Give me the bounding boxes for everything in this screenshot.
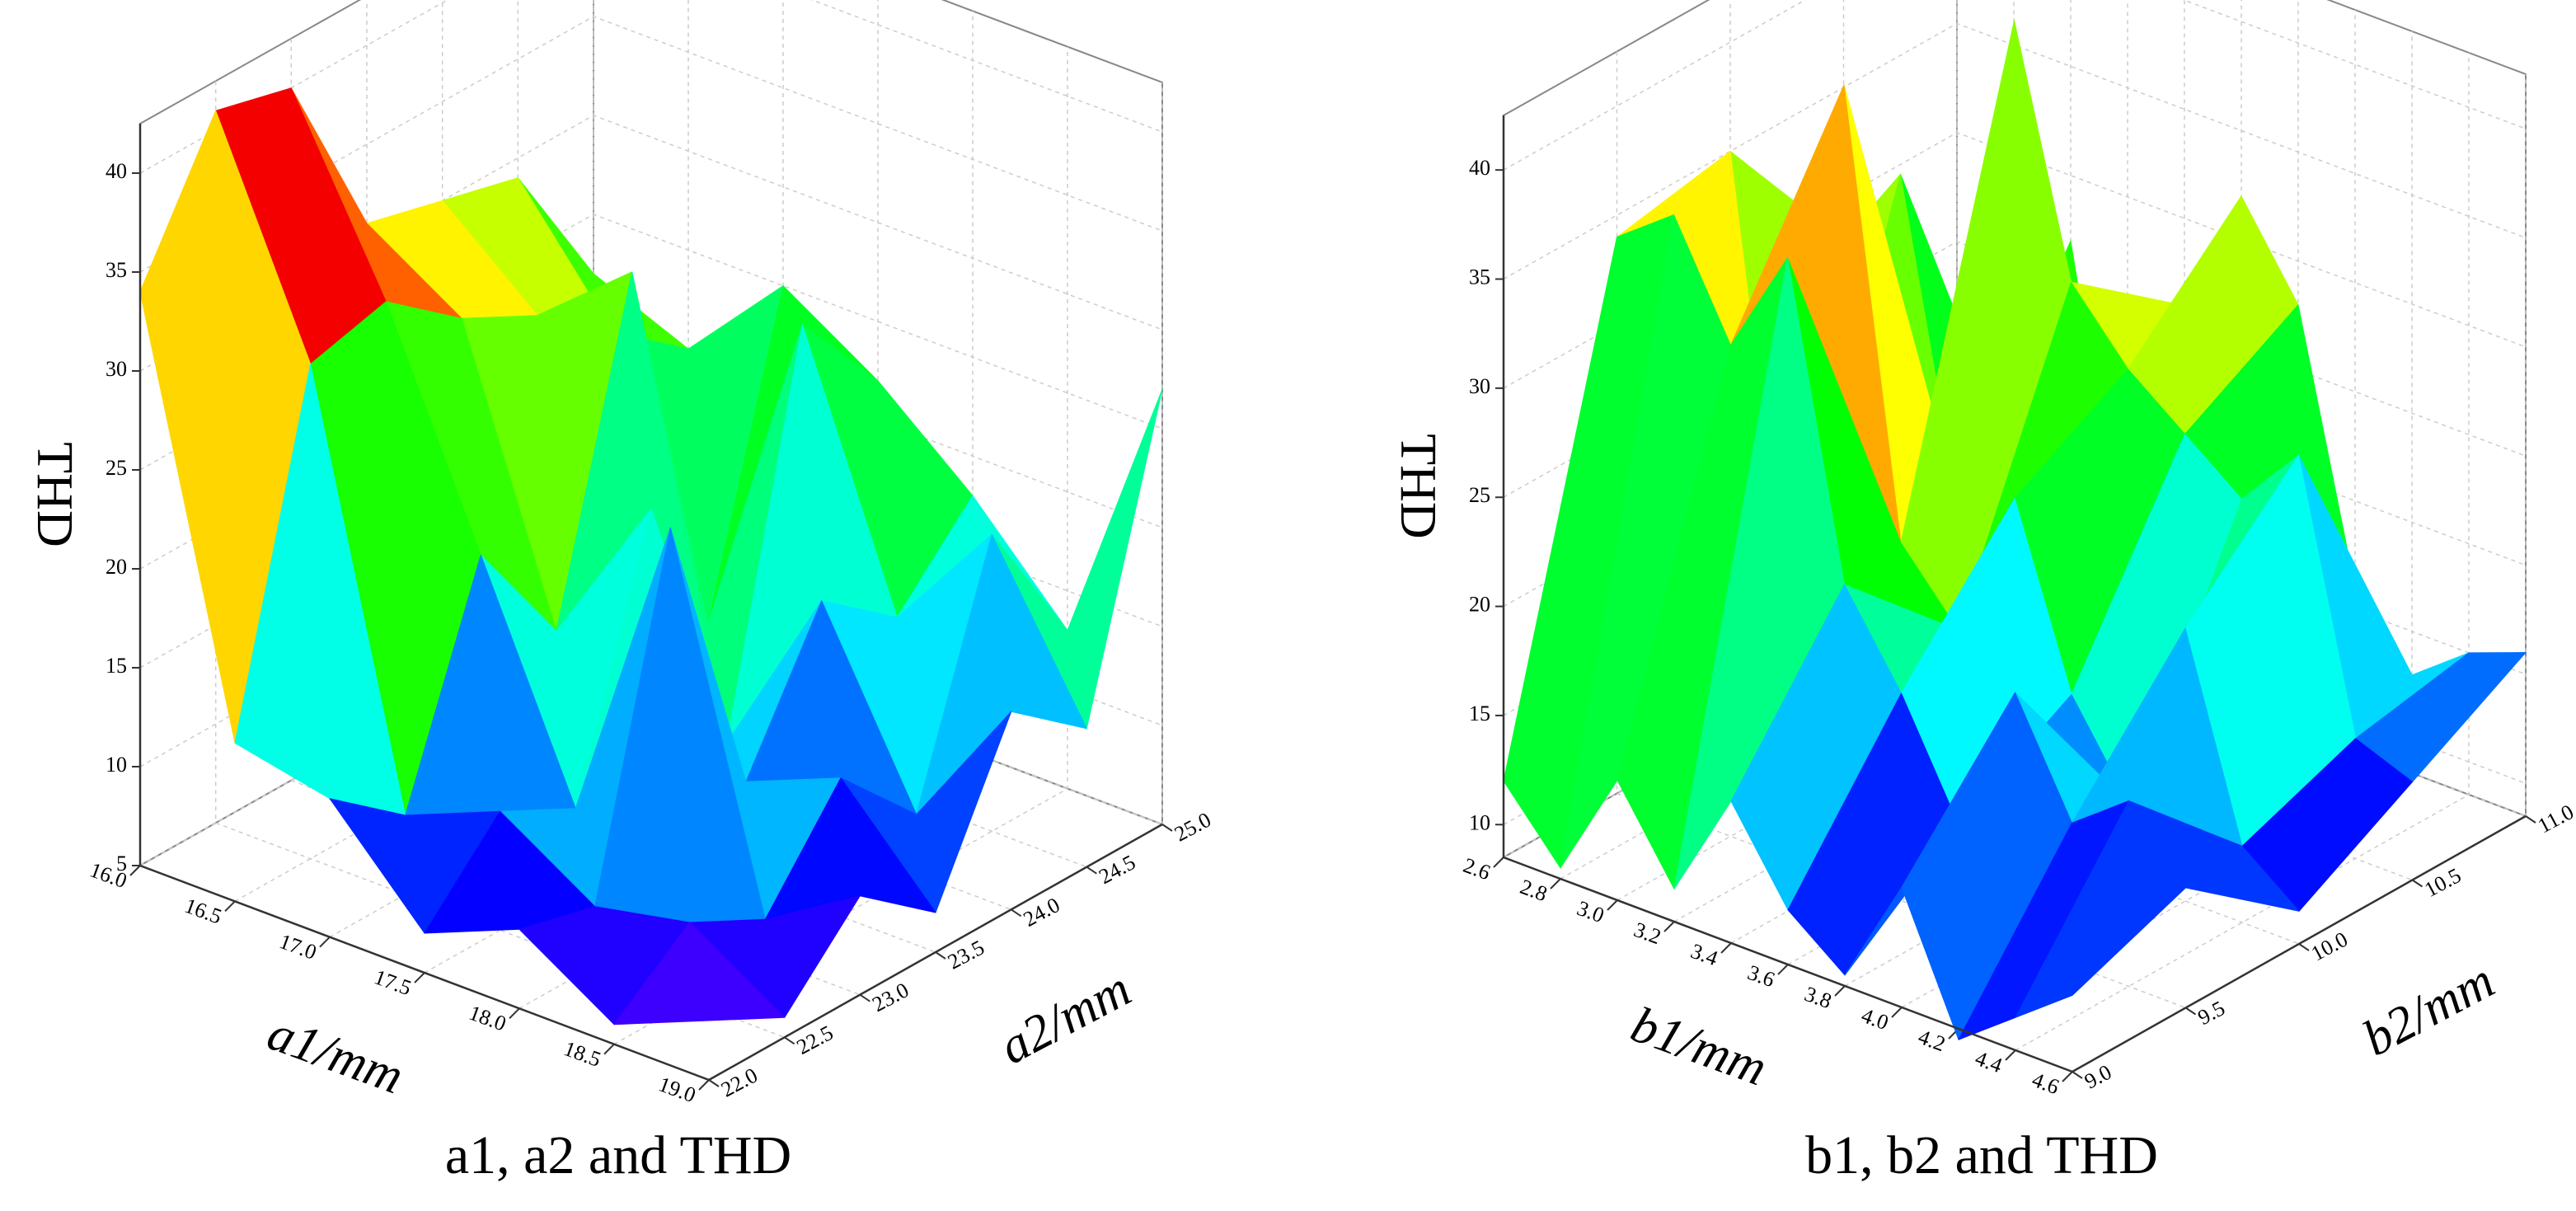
x-tick-label: 17.0 <box>276 929 320 965</box>
x-tick-label: 4.6 <box>2029 1068 2062 1099</box>
z-tick-label: 10 <box>1469 810 1490 834</box>
surface-chart: 10 15 20 25 30 35 40 2.6 2.8 3.0 3.2 3.4 3.6 3.8 4.0 4.… <box>1390 0 2576 1185</box>
tick-mark <box>1011 908 1022 918</box>
tick-mark <box>1663 921 1675 932</box>
tick-mark <box>2072 1071 2083 1079</box>
x-tick-label: 4.0 <box>1858 1003 1891 1035</box>
z-axis-label: THD <box>26 442 82 547</box>
x-tick-label: 3.8 <box>1801 982 1834 1013</box>
x-tick-label: 2.8 <box>1517 875 1550 906</box>
tick-mark <box>129 865 141 876</box>
y-axis-label: b2/mm <box>2354 952 2503 1067</box>
tick-mark <box>1086 866 1097 875</box>
z-tick-label: 35 <box>1469 265 1490 289</box>
axis-line <box>138 124 1163 1082</box>
z-tick-label: 15 <box>106 654 127 678</box>
axis-line <box>1502 115 2527 1073</box>
surface-patch <box>613 922 786 1026</box>
y-tick-label: 25.0 <box>1171 808 1215 847</box>
x-tick-label: 16.5 <box>181 894 225 929</box>
tick-mark <box>603 1043 615 1055</box>
tick-mark <box>1607 899 1618 911</box>
tick-mark <box>859 993 870 1002</box>
tick-mark <box>698 1079 710 1091</box>
tick-mark <box>414 972 425 983</box>
tick-mark <box>1777 964 1789 975</box>
x-tick-label: 3.6 <box>1744 960 1777 992</box>
z-tick-label: 25 <box>1469 483 1490 507</box>
tick-mark <box>1891 1007 1903 1018</box>
z-tick-label: 30 <box>106 357 127 381</box>
tick-mark <box>1720 942 1732 954</box>
grid-line <box>1503 0 2527 171</box>
tick-mark <box>2411 879 2424 888</box>
tick-mark <box>319 936 331 948</box>
z-tick-label: 40 <box>1469 156 1490 180</box>
chart-caption: b1, b2 and THD <box>1805 1125 2158 1185</box>
z-tick-label: 35 <box>106 258 127 282</box>
z-tick-label: 5 <box>116 852 127 875</box>
z-tick-label: 40 <box>106 159 127 183</box>
x-tick-label: 3.2 <box>1631 918 1663 949</box>
x-tick-label: 4.4 <box>1972 1046 2005 1077</box>
x-tick-label: 18.0 <box>466 1001 509 1036</box>
tick-mark <box>935 951 946 960</box>
tick-mark <box>784 1036 795 1045</box>
x-axis-label: b1/mm <box>1624 997 1774 1097</box>
z-axis-label: THD <box>1390 434 1446 538</box>
z-tick-label: 30 <box>1469 374 1490 398</box>
tick-mark <box>2062 1071 2073 1082</box>
x-tick-label: 4.2 <box>1915 1025 1948 1056</box>
x-tick-label: 3.0 <box>1574 896 1607 927</box>
tick-mark <box>509 1007 520 1020</box>
z-tick-label: 20 <box>106 555 127 579</box>
tick-mark <box>1161 824 1173 832</box>
x-tick-label: 18.5 <box>561 1036 604 1072</box>
surface-chart: 51015202530354016.016.517.017.518.018.51… <box>26 0 1215 1185</box>
z-tick-label: 10 <box>106 753 127 777</box>
tick-mark <box>2525 815 2536 824</box>
z-tick-label: 20 <box>1469 593 1490 617</box>
tick-mark <box>708 1079 720 1087</box>
x-axis-label: a1/mm <box>260 1005 411 1105</box>
tick-mark <box>1550 878 1561 889</box>
tick-mark <box>2184 1007 2197 1016</box>
tick-mark <box>1834 985 1846 997</box>
surface-patch <box>2015 800 2186 1018</box>
x-tick-label: 3.4 <box>1687 939 1720 970</box>
tick-mark <box>1493 857 1504 868</box>
tick-mark <box>2298 943 2310 951</box>
chart-caption: a1, a2 and THD <box>445 1125 791 1185</box>
tick-mark <box>2005 1049 2016 1061</box>
z-tick-label: 25 <box>106 456 127 480</box>
y-tick-label: 11.0 <box>2534 800 2576 838</box>
y-axis-label: a2/mm <box>991 960 1140 1075</box>
tick-mark <box>224 900 236 913</box>
z-tick-label: 15 <box>1469 702 1490 725</box>
x-tick-label: 2.6 <box>1460 853 1493 885</box>
x-tick-label: 19.0 <box>655 1072 699 1107</box>
x-tick-label: 17.5 <box>371 965 415 1000</box>
